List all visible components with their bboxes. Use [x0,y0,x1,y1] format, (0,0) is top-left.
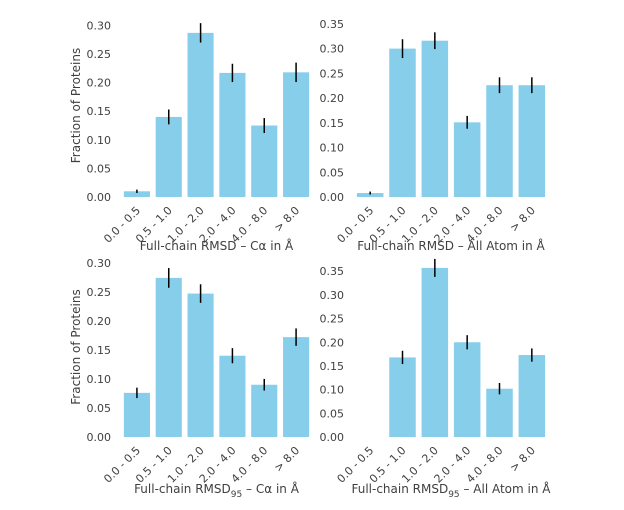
y-tick-label: 0.25 [87,286,112,299]
bar [187,32,214,198]
chart-panel-2: 0.000.050.100.150.200.250.300.350.0 - 0.… [320,18,546,253]
bar [155,116,182,197]
bar [453,342,481,437]
bar [283,72,310,197]
y-tick-label: 0.20 [320,336,345,349]
bar [123,392,150,437]
bar [421,267,449,437]
bar [251,384,278,437]
y-tick-label: 0.05 [87,162,112,175]
x-axis-title: Full-chain RMSD95 – Cα in Å [134,481,300,500]
y-tick-label: 0.30 [320,43,345,56]
y-tick-label: 0.35 [320,265,345,278]
bar [155,277,182,437]
y-tick-label: 0.25 [320,67,345,80]
y-tick-label: 0.00 [320,191,345,204]
x-axis-title: Full-chain RMSD – All Atom in Å [357,238,545,253]
y-axis-title: Fraction of Proteins [69,48,83,163]
y-tick-label: 0.00 [87,191,112,204]
y-tick-label: 0.05 [320,166,345,179]
chart-panel-4: 0.000.050.100.150.200.250.300.350.0 - 0.… [320,258,551,500]
bar [486,85,513,197]
bar [421,40,449,198]
y-tick-label: 0.25 [320,313,345,326]
y-tick-label: 0.10 [320,384,345,397]
chart-panel-3: 0.000.050.100.150.200.250.300.0 - 0.50.5… [69,257,310,500]
y-tick-label: 0.05 [320,407,345,420]
chart-panel-1: 0.000.050.100.150.200.250.300.0 - 0.50.5… [69,19,310,253]
bar [187,293,214,437]
y-tick-label: 0.15 [87,344,112,357]
y-tick-label: 0.15 [320,360,345,373]
y-tick-label: 0.05 [87,402,112,415]
bar [486,388,513,437]
y-tick-label: 0.35 [320,18,345,31]
bar [283,337,310,437]
y-tick-label: 0.15 [87,105,112,118]
x-axis-title: Full-chain RMSD – Cα in Å [140,238,294,253]
bar [251,125,278,197]
y-tick-label: 0.20 [320,92,345,105]
y-tick-label: 0.00 [320,431,345,444]
bar [453,122,481,197]
bar [219,72,246,197]
x-tick-label: > 8.0 [507,444,538,475]
y-tick-label: 0.30 [320,289,345,302]
y-tick-label: 0.00 [87,431,112,444]
bar [389,357,416,437]
bar [356,193,384,197]
y-tick-label: 0.30 [87,257,112,270]
y-tick-label: 0.25 [87,48,112,61]
bar [219,355,246,437]
x-axis-title: Full-chain RMSD95 – All Atom in Å [351,481,551,500]
bar [518,85,546,197]
x-tick-label: > 8.0 [507,204,538,235]
y-tick-label: 0.20 [87,77,112,90]
y-tick-label: 0.30 [87,19,112,32]
y-tick-label: 0.10 [320,142,345,155]
bar [123,191,150,197]
y-tick-label: 0.20 [87,315,112,328]
bar [389,48,416,198]
y-axis-title: Fraction of Proteins [69,289,83,404]
y-tick-label: 0.10 [87,134,112,147]
y-tick-label: 0.15 [320,117,345,130]
x-tick-label: > 8.0 [272,204,303,235]
x-tick-label: > 8.0 [272,444,303,475]
y-tick-label: 0.10 [87,373,112,386]
bar [518,355,546,437]
